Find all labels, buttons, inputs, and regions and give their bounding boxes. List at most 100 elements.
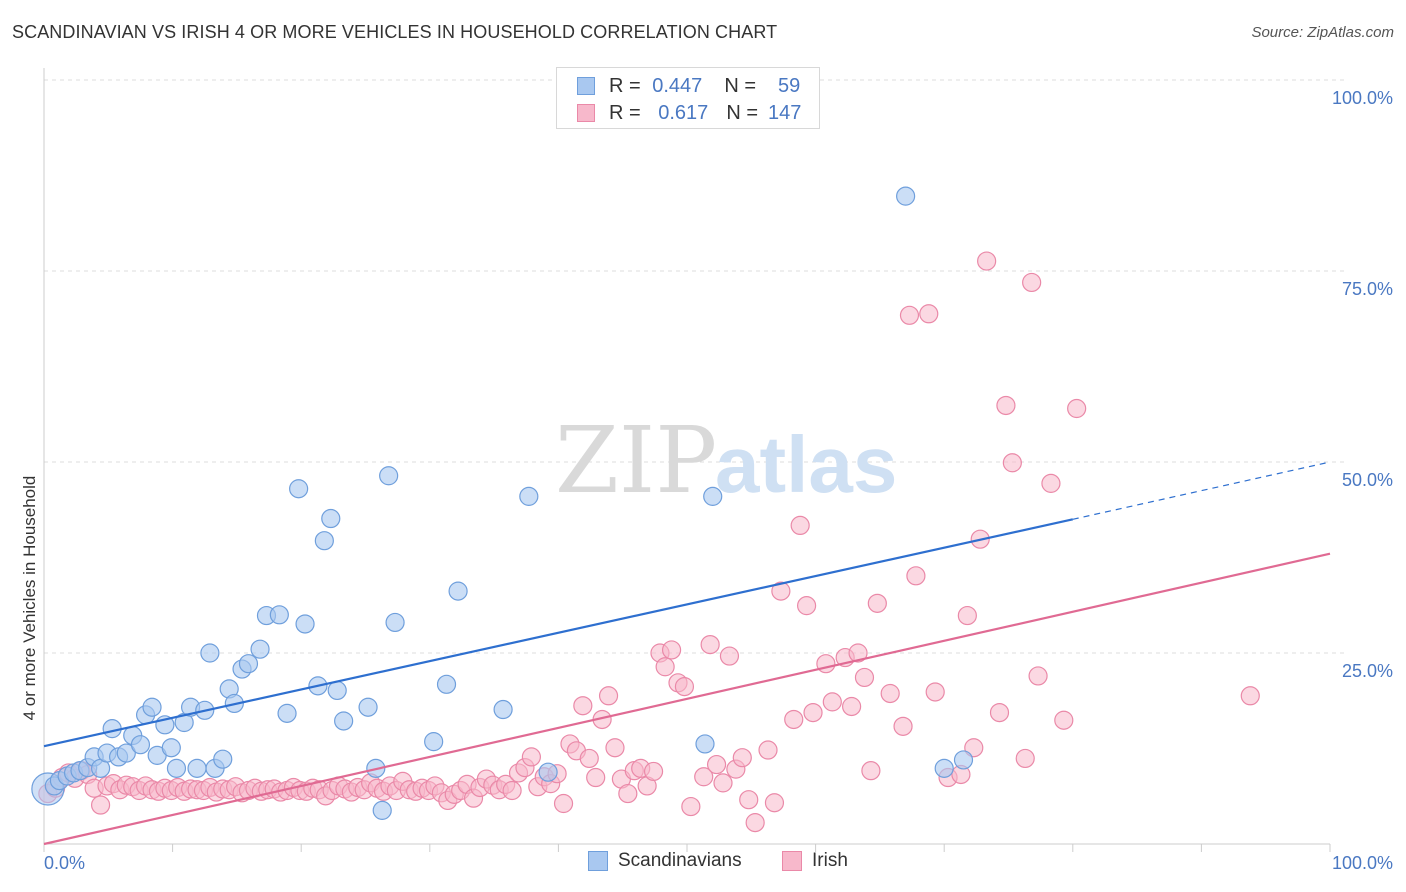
irish-point bbox=[964, 738, 984, 758]
legend-r-label: R = bbox=[609, 74, 641, 97]
irish-point bbox=[90, 795, 111, 815]
scandinavian-point bbox=[334, 711, 354, 731]
scandinavian-points bbox=[31, 186, 974, 820]
watermark: ZIP atlas bbox=[555, 407, 897, 514]
irish-point bbox=[1028, 666, 1048, 686]
irish-point bbox=[1022, 272, 1042, 293]
irish-point bbox=[880, 683, 900, 704]
bottom-legend-label: Irish bbox=[812, 850, 848, 871]
scandinavian-point bbox=[436, 674, 457, 694]
irish-point bbox=[796, 596, 817, 616]
scandinavian-point bbox=[358, 697, 378, 717]
irish-point bbox=[957, 605, 977, 626]
irish-point bbox=[919, 304, 939, 324]
irish-point bbox=[906, 566, 926, 586]
irish-point bbox=[618, 783, 638, 804]
irish-point bbox=[848, 643, 868, 663]
irish-point bbox=[694, 767, 714, 787]
irish-point bbox=[1002, 453, 1022, 473]
legend-swatch-pink bbox=[577, 104, 595, 122]
bottom-legend-swatch-pink bbox=[782, 851, 802, 871]
scandinavian-point bbox=[166, 758, 187, 778]
irish-point bbox=[1067, 398, 1087, 419]
irish-point bbox=[996, 395, 1016, 416]
irish-point bbox=[521, 747, 541, 767]
bottom-legend-label: Scandinavians bbox=[618, 850, 742, 871]
irish-point bbox=[732, 748, 752, 768]
irish-point bbox=[861, 761, 881, 781]
irish-point bbox=[771, 581, 791, 601]
irish-point bbox=[1015, 748, 1035, 769]
legend-row-irish: R = 0.617 N = 147 bbox=[577, 100, 801, 126]
scandinavian-point bbox=[424, 732, 444, 752]
legend-row-scandinavians: R = 0.447 N = 59 bbox=[577, 73, 800, 99]
irish-point bbox=[989, 702, 1010, 723]
scandinavian-point bbox=[130, 735, 151, 755]
trend-lines bbox=[43, 461, 1331, 846]
irish-point bbox=[764, 793, 785, 813]
scandinavian-point bbox=[372, 800, 392, 820]
source-label: Source: ZipAtlas.com bbox=[1251, 24, 1394, 41]
legend: R = 0.447 N = 59 R = 0.617 N = 147 bbox=[556, 67, 820, 129]
scandinavian-trend-extension bbox=[1072, 461, 1331, 520]
irish-point bbox=[1240, 686, 1260, 706]
scandinavian-point bbox=[379, 466, 399, 486]
watermark-atlas: atlas bbox=[715, 420, 897, 509]
scandinavian-point bbox=[321, 508, 341, 529]
x-tick-label: 100.0% bbox=[1332, 853, 1393, 873]
scandinavian-point bbox=[934, 758, 954, 778]
tick-labels: 100.0% 75.0% 50.0% 25.0% 0.0% 100.0% bbox=[44, 88, 1393, 873]
bottom-legend-scandinavians: Scandinavians bbox=[588, 850, 742, 872]
scandinavian-point bbox=[277, 703, 297, 723]
irish-point bbox=[502, 780, 522, 801]
legend-n-label: N = bbox=[726, 101, 758, 124]
y-tick-label: 75.0% bbox=[1342, 279, 1393, 299]
bottom-legend-swatch-blue bbox=[588, 851, 608, 871]
scandinavian-point bbox=[200, 643, 220, 663]
scandinavian-point bbox=[187, 758, 207, 778]
irish-point bbox=[713, 773, 733, 793]
bottom-legend-irish: Irish bbox=[782, 850, 848, 872]
y-tick-label: 50.0% bbox=[1342, 470, 1393, 490]
watermark-zip: ZIP bbox=[555, 407, 717, 514]
scandinavian-point bbox=[896, 186, 916, 206]
scandinavian-point bbox=[538, 762, 558, 782]
irish-point bbox=[893, 716, 913, 736]
irish-point bbox=[899, 305, 920, 325]
irish-point bbox=[700, 634, 720, 655]
legend-r-value: 0.447 bbox=[652, 74, 703, 97]
irish-point bbox=[977, 251, 997, 271]
irish-points bbox=[38, 251, 1260, 833]
irish-point bbox=[925, 682, 945, 702]
scandinavian-point bbox=[142, 697, 162, 717]
scandinavian-point bbox=[493, 699, 513, 720]
irish-point bbox=[803, 702, 823, 723]
irish-point bbox=[579, 748, 599, 769]
scandinavian-trend-line bbox=[43, 518, 1074, 748]
scandinavian-point bbox=[703, 486, 723, 506]
irish-point bbox=[553, 793, 574, 814]
irish-point bbox=[784, 709, 804, 730]
irish-point bbox=[790, 515, 810, 536]
irish-point bbox=[745, 813, 765, 833]
irish-point bbox=[719, 646, 740, 666]
y-tick-label: 100.0% bbox=[1332, 88, 1393, 108]
scandinavian-point bbox=[289, 479, 309, 499]
scandinavian-point bbox=[102, 719, 122, 739]
scandinavian-point bbox=[519, 486, 539, 506]
scandinavian-point bbox=[953, 750, 974, 770]
irish-point bbox=[643, 761, 664, 782]
irish-point bbox=[598, 686, 619, 706]
irish-point bbox=[674, 677, 695, 697]
legend-n-label: N = bbox=[724, 74, 756, 97]
scandinavian-point bbox=[238, 654, 259, 674]
scandinavian-point bbox=[161, 738, 181, 758]
irish-point bbox=[739, 790, 759, 810]
chart-title: SCANDINAVIAN VS IRISH 4 OR MORE VEHICLES… bbox=[12, 22, 778, 42]
scandinavian-point bbox=[695, 734, 715, 754]
irish-point bbox=[1041, 473, 1061, 493]
scandinavian-point bbox=[295, 614, 315, 634]
scandinavian-point bbox=[269, 605, 289, 625]
scandinavian-point bbox=[213, 749, 233, 769]
